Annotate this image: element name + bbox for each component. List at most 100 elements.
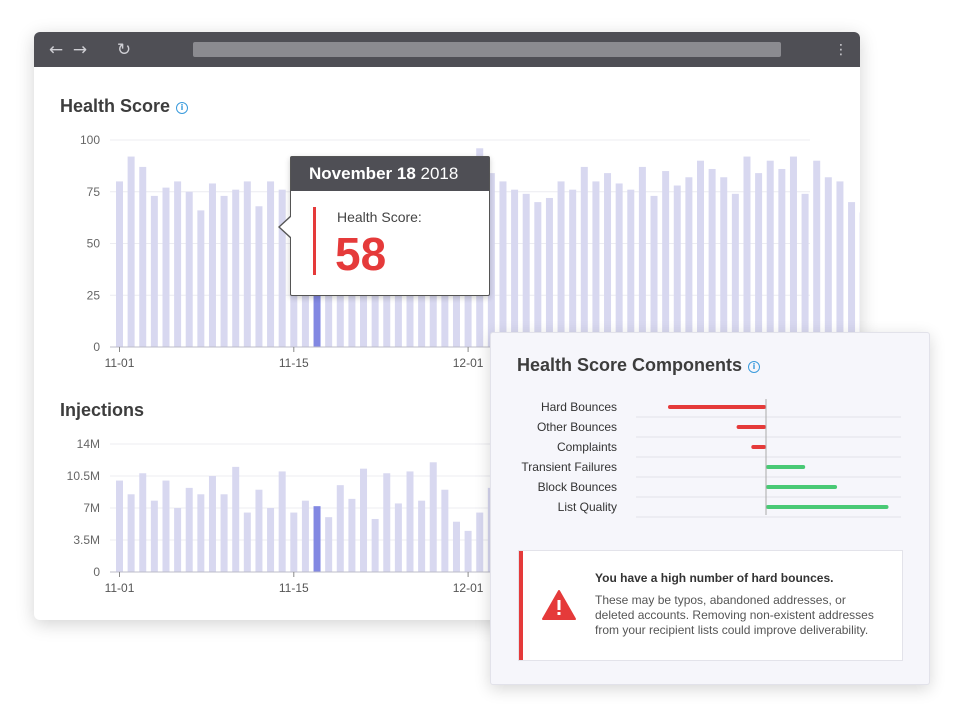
bar (557, 181, 565, 347)
bar (174, 181, 182, 347)
x-tick-label: 12-01 (453, 356, 484, 370)
y-tick-label: 75 (87, 185, 101, 199)
components-title-text: Health Score Components (517, 355, 743, 375)
bar (185, 191, 193, 347)
bar (325, 517, 333, 572)
bar (383, 473, 391, 572)
vertical-dots-icon[interactable]: ⋮ (834, 42, 848, 58)
y-tick-label: 10.5M (67, 469, 100, 483)
info-icon[interactable]: i (748, 361, 761, 373)
bar (534, 202, 542, 347)
bar (476, 512, 484, 572)
bar (267, 508, 275, 572)
component-bar (766, 505, 889, 509)
y-tick-label: 0 (93, 565, 100, 579)
bar (569, 189, 577, 347)
bar (255, 206, 263, 347)
bar (360, 468, 368, 572)
bar (755, 173, 763, 347)
bar (139, 166, 147, 347)
bar (662, 171, 670, 347)
bar (150, 195, 158, 347)
bar (232, 466, 240, 572)
address-bar[interactable] (193, 42, 781, 57)
health-score-tooltip: November 18 2018 Health Score: 58 (278, 156, 490, 296)
bar (267, 181, 275, 347)
bar (848, 202, 856, 347)
bar (627, 189, 635, 347)
injections-title: Injections (60, 400, 144, 421)
bar (522, 193, 530, 347)
bar (116, 480, 123, 572)
health-score-title-text: Health Score (60, 96, 171, 116)
arrow-right-icon[interactable]: → (72, 40, 88, 60)
alert-body: These may be typos, abandoned addresses,… (595, 593, 874, 637)
health-score-title: Health Score i (60, 96, 189, 117)
bar (731, 193, 739, 347)
component-label: List Quality (558, 500, 617, 514)
bar (220, 494, 228, 572)
reload-icon[interactable]: ↻ (116, 40, 132, 60)
bar (604, 173, 612, 347)
bar (127, 494, 135, 572)
bar (789, 156, 797, 347)
bar (464, 530, 472, 572)
y-tick-label: 14M (77, 437, 100, 451)
bar (243, 181, 251, 347)
bar (290, 512, 298, 572)
bar (801, 193, 809, 347)
bar (836, 181, 844, 347)
bar (545, 197, 553, 347)
bar (697, 160, 704, 347)
bar (824, 177, 832, 347)
component-label: Other Bounces (537, 420, 617, 434)
bar (371, 518, 379, 572)
bar (813, 160, 821, 347)
bar (638, 166, 646, 347)
arrow-left-icon[interactable]: ← (48, 40, 64, 60)
y-tick-label: 0 (93, 340, 100, 354)
x-tick-label: 11-01 (105, 581, 135, 595)
y-tick-label: 50 (87, 237, 101, 251)
y-tick-label: 25 (87, 288, 101, 302)
warning-icon (542, 590, 576, 620)
component-bar (766, 465, 806, 469)
bar (232, 189, 240, 347)
bar (220, 195, 228, 347)
bar (348, 498, 356, 572)
bar (394, 503, 402, 572)
bar (708, 168, 716, 347)
tooltip-value: 58 (335, 228, 387, 280)
browser-toolbar: ← → ↻ ⋮ (34, 32, 860, 67)
component-label: Block Bounces (538, 480, 617, 494)
bar (511, 189, 519, 347)
components-title: Health Score Components i (517, 355, 761, 376)
bar (685, 177, 693, 347)
component-label: Complaints (557, 440, 617, 454)
bar (243, 512, 251, 572)
tooltip-label: Health Score: (337, 209, 422, 225)
tooltip-date: November 18 2018 (291, 157, 489, 191)
bar (278, 189, 286, 347)
bar (592, 181, 600, 347)
tooltip-accent-bar (313, 207, 316, 275)
bar (778, 168, 786, 347)
bar (452, 521, 460, 572)
y-tick-label: 7M (83, 501, 100, 515)
component-bar (766, 485, 838, 489)
bar (441, 489, 449, 572)
bar (673, 185, 681, 347)
bar (336, 485, 344, 572)
bar (720, 177, 728, 347)
bar (150, 500, 158, 572)
tooltip-date-bold: November 18 (309, 164, 416, 183)
alert-title: You have a high number of hard bounces. (595, 571, 834, 585)
tooltip-arrow-inner (280, 216, 292, 238)
info-icon[interactable]: i (176, 102, 189, 114)
components-chart: Hard Bounces Other Bounces Complaints Trans… (521, 399, 901, 518)
hard-bounces-alert: You have a high number of hard bounces. … (518, 550, 903, 661)
bar (278, 471, 286, 572)
component-label: Transient Failures (521, 460, 617, 474)
bar (499, 181, 507, 347)
bar (650, 195, 658, 347)
